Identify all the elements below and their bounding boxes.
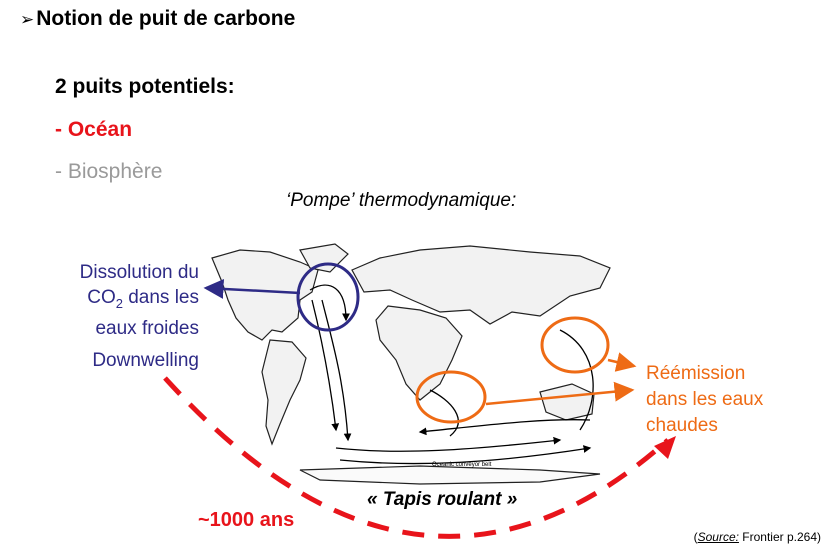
orange-arrow-indian bbox=[485, 381, 635, 406]
subtitle: 2 puits potentiels: bbox=[55, 75, 235, 98]
belt-atlantic-down-2 bbox=[321, 299, 352, 442]
north-america-shape bbox=[211, 249, 319, 341]
red-arc-arrowhead bbox=[654, 436, 676, 459]
eurasia-shape bbox=[351, 245, 611, 325]
conveyor-belt bbox=[309, 284, 594, 465]
item-biosphere: - Biosphère bbox=[55, 160, 163, 183]
blue-arrow bbox=[203, 278, 301, 299]
belt-south-east-2 bbox=[339, 445, 592, 465]
continents bbox=[211, 243, 611, 485]
source-citation: (Source: Frontier p.264) bbox=[693, 530, 821, 544]
map-caption: Oceanic conveyor belt bbox=[432, 462, 492, 468]
orange-circle-indian bbox=[415, 370, 487, 424]
belt-south-east bbox=[335, 436, 562, 452]
orange-circle-pacific bbox=[540, 316, 610, 374]
belt-indian-return bbox=[418, 419, 591, 436]
blue-circle bbox=[296, 262, 360, 332]
belt-atlantic-down bbox=[311, 299, 340, 432]
belt-pacific-loop bbox=[559, 329, 594, 431]
south-america-shape bbox=[261, 339, 307, 446]
tapis-roulant-label: « Tapis roulant » bbox=[367, 489, 518, 510]
antarctica-shape bbox=[299, 465, 601, 485]
pompe-label: ‘Pompe’ thermodynamique: bbox=[286, 190, 517, 211]
item-ocean: - Océan bbox=[55, 118, 133, 141]
dissolution-label: Dissolution du CO2 dans les eaux froides bbox=[79, 262, 199, 339]
belt-north-loop bbox=[309, 284, 350, 322]
downwelling-label: Downwelling bbox=[92, 350, 199, 371]
reemission-label: Réémission dans les eaux chaudes bbox=[646, 363, 764, 436]
australia-shape bbox=[539, 383, 595, 421]
africa-shape bbox=[375, 305, 463, 401]
slide-title: ➢Notion de puit de carbone bbox=[20, 7, 295, 31]
orange-arrow-pacific bbox=[607, 352, 637, 372]
title-text: Notion de puit de carbone bbox=[36, 7, 296, 30]
duration-label: ~1000 ans bbox=[198, 509, 295, 531]
bullet-arrow-icon: ➢ bbox=[20, 10, 35, 29]
red-dashed-arc bbox=[163, 376, 670, 539]
belt-indian-loop bbox=[429, 389, 459, 437]
